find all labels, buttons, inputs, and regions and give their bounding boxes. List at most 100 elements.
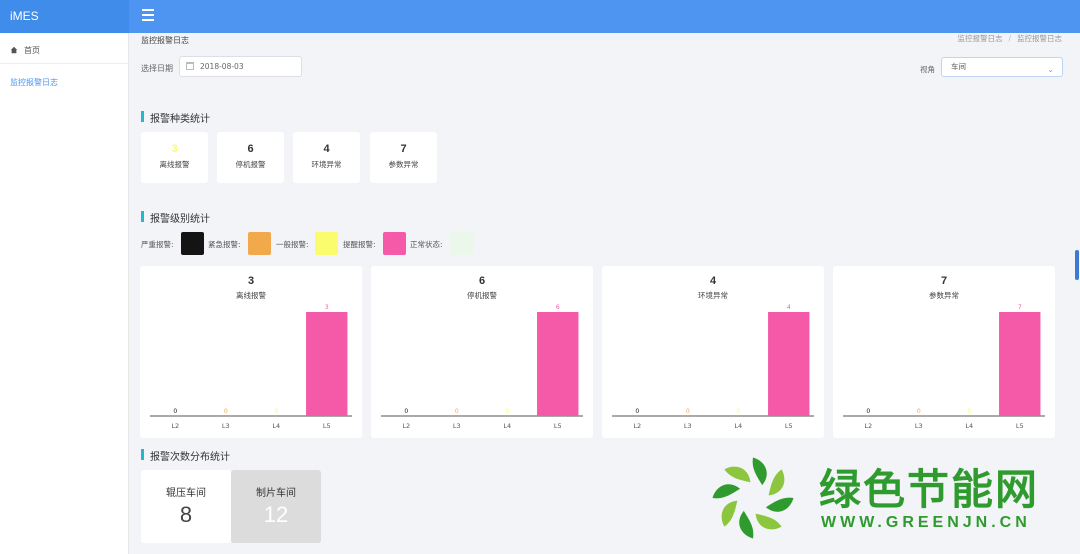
bar-value-label: 0: [917, 408, 921, 415]
x-tick-label: L3: [684, 422, 692, 430]
legend-swatch: [383, 232, 406, 255]
bar-value-label: 4: [787, 304, 791, 311]
workshop-count: 12: [263, 502, 289, 527]
bar-value-label: 7: [1018, 304, 1022, 311]
bar-chart: 0 L2 0 L3 0 L4 3 L5: [150, 304, 352, 430]
workshop-name: 制片车间: [256, 488, 296, 499]
bar-value-label: 0: [967, 408, 971, 415]
bar-value-label: 0: [686, 408, 690, 415]
section-title-kinds: 报警种类统计: [141, 110, 210, 125]
alarm-kind-card[interactable]: 3 离线报警: [141, 132, 208, 183]
home-icon: [10, 46, 18, 54]
legend-label: 紧急报警:: [208, 240, 241, 249]
bar-value-label: 6: [556, 304, 560, 311]
sidebar-item-alarm-log[interactable]: 监控报警日志: [10, 78, 58, 87]
section-title-levels: 报警级别统计: [141, 210, 210, 225]
chart-bar: [537, 312, 579, 416]
sidebar-divider: [0, 63, 129, 64]
alarm-kind-count: 4: [323, 143, 330, 155]
legend-label: 提醒报警:: [343, 240, 376, 249]
breadcrumb-item[interactable]: 监控报警日志: [957, 34, 1003, 43]
bar-value-label: 0: [404, 408, 408, 415]
scrollbar-thumb[interactable]: [1075, 250, 1079, 280]
bar-value-label: 3: [325, 304, 329, 311]
scrollbar[interactable]: [1074, 33, 1080, 554]
bar-chart: 0 L2 0 L3 0 L4 7 L5: [843, 304, 1045, 430]
calendar-icon: [186, 62, 194, 70]
top-bar: iMES: [0, 0, 1080, 33]
watermark-url: WWW.GREENJN.CN: [821, 514, 1031, 531]
sidebar-item-label: 首页: [24, 46, 40, 55]
chart-total: 7: [940, 275, 948, 287]
chart-bar: [999, 312, 1041, 416]
breadcrumb-item: 监控报警日志: [1017, 34, 1062, 43]
alarm-kind-card[interactable]: 4 环境异常: [293, 132, 360, 183]
chart-title: 参数异常: [929, 291, 959, 300]
bar-chart: 0 L2 0 L3 0 L4 6 L5: [381, 304, 583, 430]
breadcrumb: 监控报警日志 / 监控报警日志: [957, 33, 1062, 44]
x-tick-label: L2: [171, 422, 179, 430]
alarm-kind-count: 6: [247, 143, 254, 155]
x-tick-label: L3: [453, 422, 461, 430]
x-tick-label: L3: [915, 422, 923, 430]
x-tick-label: L4: [272, 422, 280, 430]
bar-value-label: 0: [635, 408, 639, 415]
workshop-count: 8: [179, 502, 193, 527]
bar-value-label: 0: [866, 408, 870, 415]
alarm-chart-card: 6 停机报警 0 L2 0 L3 0 L4 6 L5: [371, 266, 593, 438]
alarm-kind-label: 停机报警: [235, 160, 266, 169]
watermark-title: 绿色节能网: [819, 465, 1040, 514]
x-tick-label: L5: [323, 422, 331, 430]
bar-chart: 0 L2 0 L3 0 L4 4 L5: [612, 304, 814, 430]
date-value: 2018-08-03: [200, 62, 244, 71]
x-tick-label: L2: [864, 422, 872, 430]
chart-bar: [768, 312, 810, 416]
x-tick-label: L5: [554, 422, 562, 430]
bar-value-label: 0: [736, 408, 740, 415]
bar-value-label: 0: [173, 408, 177, 415]
workshop-card[interactable]: 制片车间 12: [231, 470, 321, 543]
alarm-kind-label: 参数异常: [388, 160, 419, 169]
sidebar-item-home[interactable]: 首页: [10, 45, 40, 56]
bar-value-label: 0: [455, 408, 459, 415]
x-tick-label: L4: [734, 422, 742, 430]
bar-value-label: 0: [274, 408, 278, 415]
x-tick-label: L5: [785, 422, 793, 430]
chart-title: 离线报警: [236, 291, 266, 300]
chart-total: 6: [478, 275, 486, 287]
chart-total: 4: [709, 275, 717, 287]
alarm-chart-card: 7 参数异常 0 L2 0 L3 0 L4 7 L5: [833, 266, 1055, 438]
alarm-kind-card[interactable]: 7 参数异常: [370, 132, 437, 183]
x-tick-label: L2: [633, 422, 641, 430]
page-title: 监控报警日志: [141, 36, 189, 45]
legend-swatch: [450, 232, 473, 255]
date-picker-input[interactable]: 2018-08-03: [179, 56, 302, 77]
alarm-kind-card[interactable]: 6 停机报警: [217, 132, 284, 183]
watermark: 绿色节能网 WWW.GREENJN.CN: [705, 452, 1065, 547]
workshop-card[interactable]: 辊压车间 8: [141, 470, 231, 543]
view-select-value: 车间: [951, 62, 966, 71]
bar-value-label: 0: [505, 408, 509, 415]
x-tick-label: L2: [402, 422, 410, 430]
legend-swatch: [315, 232, 338, 255]
alarm-kind-label: 离线报警: [159, 160, 190, 169]
legend-label: 正常状态:: [410, 240, 443, 249]
chart-total: 3: [247, 275, 255, 287]
hamburger-menu-icon[interactable]: [142, 9, 154, 21]
view-label: 视角: [920, 65, 935, 74]
x-tick-label: L3: [222, 422, 230, 430]
chevron-down-icon: ⌄: [1047, 65, 1054, 74]
legend-label: 严重报警:: [141, 240, 174, 249]
legend-swatch: [181, 232, 204, 255]
alarm-chart-card: 3 离线报警 0 L2 0 L3 0 L4 3 L5: [140, 266, 362, 438]
alarm-chart-card: 4 环境异常 0 L2 0 L3 0 L4 4 L5: [602, 266, 824, 438]
sidebar: 首页 监控报警日志: [0, 33, 129, 554]
alarm-kind-label: 环境异常: [311, 160, 342, 169]
section-title-distribution: 报警次数分布统计: [141, 448, 230, 463]
workshop-name: 辊压车间: [166, 488, 206, 499]
app-brand[interactable]: iMES: [0, 0, 129, 33]
leaf-logo-icon: [712, 457, 794, 539]
view-select[interactable]: 车间 ⌄: [941, 57, 1063, 77]
x-tick-label: L4: [503, 422, 511, 430]
x-tick-label: L5: [1016, 422, 1024, 430]
